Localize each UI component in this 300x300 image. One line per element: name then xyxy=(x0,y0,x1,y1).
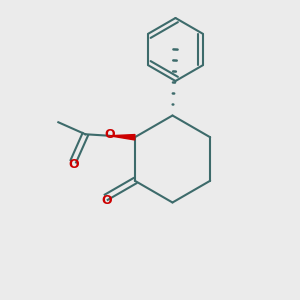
Text: O: O xyxy=(104,128,115,141)
Text: O: O xyxy=(101,194,112,207)
Text: O: O xyxy=(68,158,79,171)
Polygon shape xyxy=(109,135,135,140)
